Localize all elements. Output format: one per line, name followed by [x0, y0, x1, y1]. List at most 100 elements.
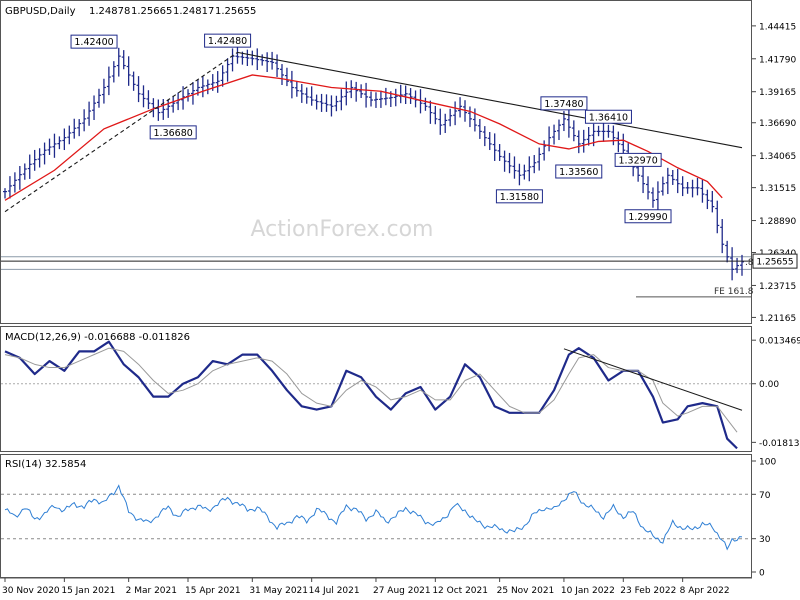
price-bar [675, 168, 680, 194]
price-bar [532, 155, 537, 174]
price-label-text: 1.29990 [628, 212, 667, 223]
price-label-text: 1.36410 [589, 112, 628, 123]
price-bar [369, 91, 374, 107]
price-label: 1.29990 [624, 209, 672, 224]
price-label-box [540, 96, 588, 111]
price-label: 1.42400 [70, 34, 118, 49]
price-label: 1.31580 [495, 189, 543, 204]
price-label-text: 1.31580 [500, 192, 539, 203]
price-bar [542, 140, 547, 161]
price-y-tick-label: 1.41790 [759, 55, 796, 65]
x-tick-label: 8 Apr 2022 [680, 586, 730, 596]
x-tick-label: 15 Jan 2021 [61, 586, 115, 596]
watermark: ActionForex.com [251, 217, 434, 242]
price-bar [101, 78, 106, 104]
price-label: 1.36410 [584, 109, 632, 124]
price-bar [136, 76, 141, 103]
price-bar [106, 66, 111, 96]
price-bar [467, 106, 472, 128]
price-bar [646, 176, 651, 200]
price-y-tick-label: 1.21165 [759, 314, 796, 324]
price-bar [245, 49, 250, 66]
rsi-line [4, 484, 743, 551]
price-bar [606, 124, 611, 138]
price-bar [576, 130, 581, 154]
price-label-box [149, 125, 197, 140]
price-bar [116, 47, 121, 77]
price-bar [190, 82, 195, 105]
price-bar [472, 108, 477, 132]
price-title: GBPUSD,Daily [5, 6, 76, 17]
price-bar [616, 131, 621, 153]
dashed-trendline [4, 51, 238, 213]
price-bar [260, 54, 265, 66]
price-y-tick-label: 1.36690 [759, 119, 796, 129]
price-bar [334, 95, 339, 112]
x-tick-label: 23 Feb 2022 [620, 586, 676, 596]
price-y-tick-label: 1.34065 [759, 152, 796, 162]
price-bar [96, 88, 101, 108]
price-bar [497, 144, 502, 161]
price-bar [581, 129, 586, 153]
price-bar [482, 126, 487, 147]
last-price-tag [752, 253, 798, 269]
price-label-box [624, 209, 672, 224]
price-bars [3, 45, 744, 281]
price-label-box [204, 33, 252, 48]
price-y-tick-label: 1.23715 [759, 282, 796, 292]
price-label-box [555, 164, 603, 179]
price-bar [126, 56, 131, 86]
price-bar [700, 179, 705, 203]
price-bar [453, 101, 458, 126]
price-label-box [614, 152, 662, 167]
price-bar [665, 167, 670, 195]
price-bar [705, 189, 710, 210]
price-bar [695, 177, 700, 196]
price-bar [373, 92, 378, 108]
price-bar [270, 51, 275, 70]
x-tick-label: 25 Nov 2021 [497, 586, 555, 596]
price-bar [72, 118, 77, 139]
price-bar [448, 108, 453, 127]
price-label-box [495, 189, 543, 204]
macd-y-tick-label: 0.00 [759, 380, 779, 390]
price-bar [537, 147, 542, 171]
price-bar [87, 101, 92, 126]
price-bar [275, 54, 280, 77]
price-bar [200, 76, 205, 98]
ohlc-high: 1.25665 [131, 6, 172, 17]
price-bar [670, 170, 675, 185]
x-tick-label: 27 Aug 2021 [373, 586, 431, 596]
price-bar [7, 176, 12, 199]
price-bar [660, 176, 665, 196]
price-bar [596, 125, 601, 137]
price-bar [265, 52, 270, 73]
price-bar [502, 150, 507, 172]
price-bar [458, 97, 463, 118]
price-bar [57, 136, 62, 150]
price-bar [507, 152, 512, 174]
price-bar [690, 179, 695, 198]
price-bar [680, 176, 685, 197]
price-bar [67, 125, 72, 145]
price-bar [566, 109, 571, 138]
price-bar [710, 190, 715, 213]
price-bar [428, 100, 433, 124]
moving-average-line [4, 74, 723, 201]
price-bar [601, 120, 606, 142]
price-bar [571, 120, 576, 142]
rsi-title: RSI(14) 32.5854 [5, 459, 86, 470]
price-bar [171, 95, 176, 113]
price-bar [284, 67, 289, 87]
price-label-box [584, 109, 632, 124]
price-bar [92, 95, 97, 121]
price-bar [512, 156, 517, 179]
price-bar [37, 148, 42, 168]
price-bar [611, 125, 616, 146]
price-bar [423, 97, 428, 111]
price-bar [42, 142, 47, 165]
x-tick-label: 14 Jul 2021 [309, 586, 360, 596]
price-bar [146, 90, 151, 110]
price-bar [141, 85, 146, 108]
price-bar [17, 166, 22, 190]
